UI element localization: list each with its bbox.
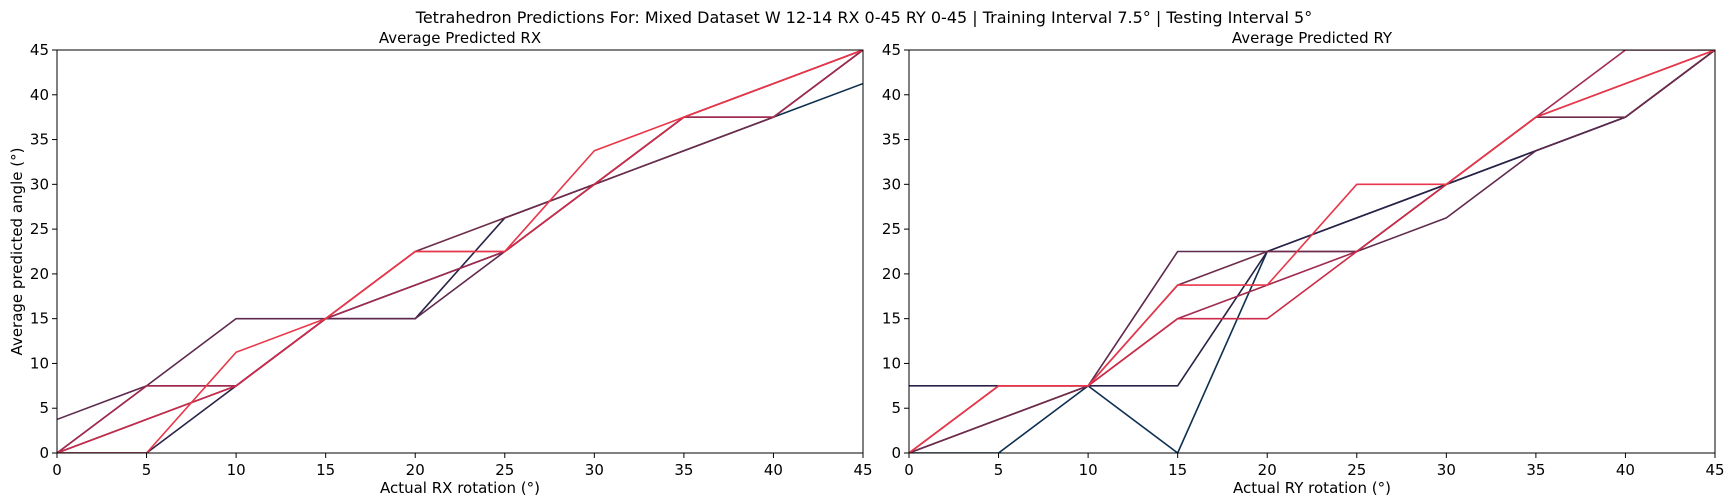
y-tick-label: 0: [891, 444, 901, 462]
y-tick-label: 25: [882, 220, 901, 238]
x-tick-label: 45: [853, 461, 872, 479]
x-tick-label: 45: [1705, 461, 1724, 479]
x-tick-label: 30: [585, 461, 604, 479]
figure-suptitle: Tetrahedron Predictions For: Mixed Datas…: [415, 8, 1312, 27]
x-tick-label: 20: [406, 461, 425, 479]
series-line-4: [909, 50, 1715, 453]
y-tick-label: 5: [39, 399, 49, 417]
y-tick-label: 25: [30, 220, 49, 238]
y-tick-label: 45: [30, 41, 49, 59]
y-tick-label: 30: [882, 175, 901, 193]
y-axis-label: Average predicted angle (°): [8, 148, 26, 356]
y-tick-label: 30: [30, 175, 49, 193]
y-tick-label: 45: [882, 41, 901, 59]
x-tick-label: 10: [1079, 461, 1098, 479]
x-axis-label: Actual RY rotation (°): [1233, 479, 1391, 497]
x-tick-label: 25: [1347, 461, 1366, 479]
x-tick-label: 0: [52, 461, 62, 479]
y-tick-label: 40: [882, 86, 901, 104]
x-tick-label: 15: [1168, 461, 1187, 479]
plot-frame: [56, 49, 864, 454]
x-tick-label: 20: [1258, 461, 1277, 479]
x-tick-label: 35: [1526, 461, 1545, 479]
y-tick-label: 15: [882, 310, 901, 328]
x-tick-label: 10: [227, 461, 246, 479]
x-tick-label: 5: [142, 461, 152, 479]
series-group: [57, 50, 863, 453]
y-tick-label: 0: [39, 444, 49, 462]
series-group: [909, 50, 1715, 453]
x-tick-label: 0: [904, 461, 914, 479]
x-tick-label: 30: [1437, 461, 1456, 479]
y-tick-label: 35: [882, 131, 901, 149]
x-tick-label: 40: [764, 461, 783, 479]
y-tick-label: 10: [882, 354, 901, 372]
chart-title: Average Predicted RX: [379, 29, 541, 47]
x-tick-label: 40: [1616, 461, 1635, 479]
y-tick-label: 10: [30, 354, 49, 372]
chart-title: Average Predicted RY: [1232, 29, 1393, 47]
chart-panel-2: 0 5 10 15 20 25 30 35 40 45 0 5 10 15 20 25 30 35 40 45 Aver…: [882, 29, 1725, 497]
series-line-7: [57, 50, 863, 453]
y-tick-label: 40: [30, 86, 49, 104]
y-tick-label: 20: [30, 265, 49, 283]
series-line-2: [909, 50, 1715, 387]
y-tick-label: 5: [891, 399, 901, 417]
x-tick-label: 5: [994, 461, 1004, 479]
x-tick-label: 35: [674, 461, 693, 479]
series-line-5: [57, 50, 863, 453]
x-tick-label: 25: [495, 461, 514, 479]
x-tick-label: 15: [316, 461, 335, 479]
plot-frame: [908, 49, 1716, 454]
y-tick-label: 15: [30, 310, 49, 328]
chart-panel-1: 0 5 10 15 20 25 30 35 40 45 0 5 10 15 20 25 30 35 40 45 Aver…: [8, 29, 873, 497]
y-tick-label: 20: [882, 265, 901, 283]
series-line-7: [909, 50, 1715, 453]
x-axis-label: Actual RX rotation (°): [380, 479, 540, 497]
y-tick-label: 35: [30, 131, 49, 149]
